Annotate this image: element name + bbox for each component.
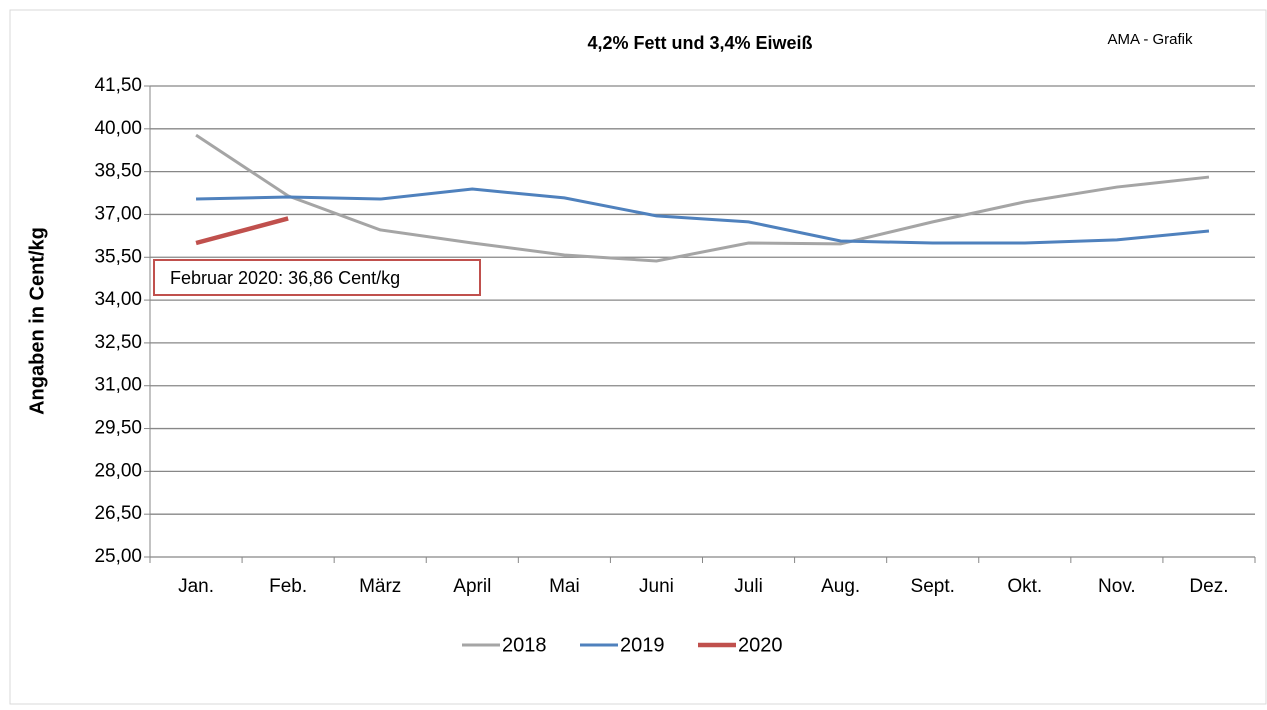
annotation-text: Februar 2020: 36,86 Cent/kg <box>170 268 400 288</box>
x-tick-label: Juli <box>734 576 763 597</box>
legend-label: 2018 <box>502 634 547 656</box>
x-tick-label: Jan. <box>178 576 214 597</box>
x-tick-label: Dez. <box>1189 576 1228 597</box>
chart-title: 4,2% Fett und 3,4% Eiweiß <box>587 33 812 53</box>
y-tick-label: 28,00 <box>94 460 142 481</box>
y-axis-title: Angaben in Cent/kg <box>26 227 48 415</box>
x-tick-label: Okt. <box>1007 576 1042 597</box>
x-tick-label: Nov. <box>1098 576 1136 597</box>
y-tick-label: 38,50 <box>94 161 142 182</box>
x-tick-label: März <box>359 576 401 597</box>
chart-frame <box>9 9 1267 705</box>
legend-label: 2019 <box>620 634 665 656</box>
series-line <box>195 216 289 246</box>
legend-label: 2020 <box>738 634 783 656</box>
y-tick-label: 37,00 <box>94 203 142 224</box>
x-tick-label: Feb. <box>269 576 307 597</box>
y-tick-label: 31,00 <box>94 375 142 396</box>
series-line <box>196 187 1210 245</box>
series-line <box>195 133 1210 263</box>
x-tick-label: Aug. <box>821 576 860 597</box>
x-tick-label: Sept. <box>911 576 955 597</box>
annotation-box <box>153 259 481 296</box>
y-tick-label: 41,50 <box>94 75 142 96</box>
y-tick-label: 34,00 <box>94 289 142 310</box>
y-tick-label: 29,50 <box>94 418 142 439</box>
y-tick-label: 32,50 <box>94 332 142 353</box>
x-tick-label: Juni <box>639 576 674 597</box>
y-tick-label: 25,00 <box>94 546 142 567</box>
y-tick-label: 40,00 <box>94 118 142 139</box>
x-tick-label: April <box>453 576 491 597</box>
source-label: AMA - Grafik <box>1107 31 1193 48</box>
y-tick-label: 26,50 <box>94 503 142 524</box>
y-tick-label: 35,50 <box>94 246 142 267</box>
x-tick-label: Mai <box>549 576 580 597</box>
